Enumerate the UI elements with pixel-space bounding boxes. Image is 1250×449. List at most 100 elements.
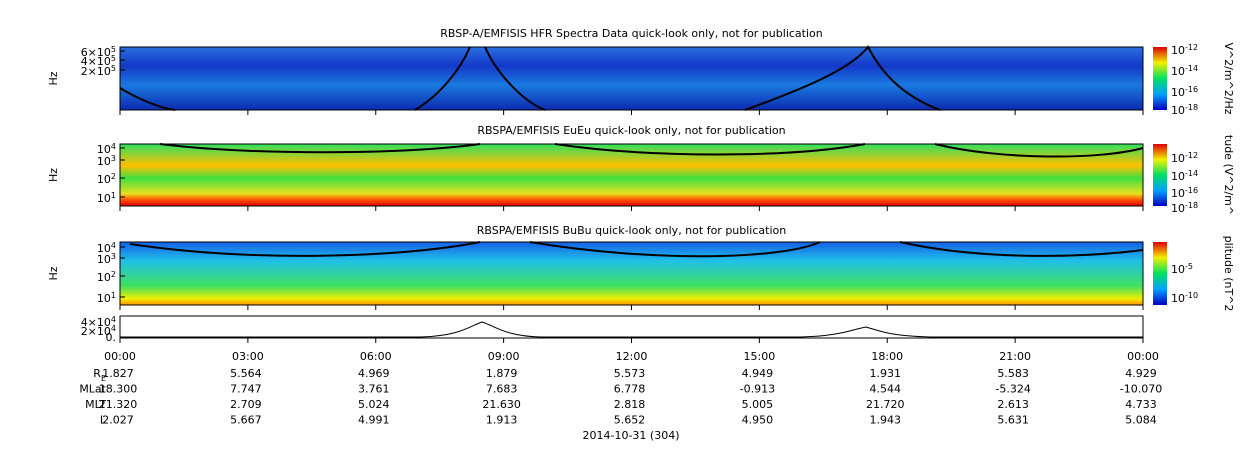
x-tick-label: 09:00 bbox=[488, 350, 520, 363]
spectrograms bbox=[119, 45, 1167, 339]
colorbar-tick-label: 10-16 bbox=[1171, 85, 1198, 100]
y-tick-label: 4×105 bbox=[81, 54, 116, 69]
ephemeris-value: -0.913 bbox=[740, 383, 775, 396]
row-label: MLat bbox=[79, 383, 106, 396]
exponent: -18 bbox=[1185, 201, 1198, 210]
y-tick-label: 2×105 bbox=[81, 64, 116, 79]
ephemeris-value: 2.818 bbox=[614, 398, 646, 411]
y-tick-label: 104 bbox=[97, 142, 116, 157]
mantissa: 10 bbox=[1171, 263, 1185, 276]
y-tick-label: 103 bbox=[97, 154, 116, 169]
exponent: 4 bbox=[111, 324, 116, 333]
mantissa: 10 bbox=[1171, 152, 1185, 165]
x-tick-label: 21:00 bbox=[999, 350, 1031, 363]
exponent: 2 bbox=[111, 172, 116, 181]
colorbar-tick-label: 10-16 bbox=[1171, 186, 1198, 201]
ephemeris-value: 4.950 bbox=[742, 414, 774, 427]
spectrogram bbox=[120, 47, 1143, 110]
exponent: -18 bbox=[1185, 103, 1198, 112]
ephemeris-value: 4.949 bbox=[742, 367, 774, 380]
x-tick-label: 18:00 bbox=[871, 350, 903, 363]
x-tick-label: 06:00 bbox=[360, 350, 392, 363]
exponent: 4 bbox=[111, 241, 116, 250]
label: MLat bbox=[79, 383, 106, 396]
y-tick-label: 101 bbox=[97, 191, 116, 206]
y-tick-label: 2×104 bbox=[81, 324, 116, 339]
colorbar-tick-label: 10-12 bbox=[1171, 151, 1198, 166]
ephemeris-value: 5.005 bbox=[742, 398, 774, 411]
exponent: 3 bbox=[111, 154, 116, 163]
y-tick-label: 6×105 bbox=[81, 45, 116, 60]
exponent: 5 bbox=[111, 54, 116, 63]
exponent: 5 bbox=[111, 45, 116, 54]
mantissa: 10 bbox=[97, 192, 111, 205]
mantissa: 10 bbox=[97, 271, 111, 284]
label: R bbox=[93, 367, 101, 380]
mantissa: 10 bbox=[97, 292, 111, 305]
ephemeris-value: 4.969 bbox=[358, 367, 390, 380]
colorbar-tick-label: 10-18 bbox=[1171, 103, 1198, 118]
row-label: L bbox=[100, 414, 107, 427]
exponent: -10 bbox=[1185, 291, 1198, 300]
mantissa: 10 bbox=[97, 253, 111, 266]
line bbox=[120, 321, 1143, 338]
ephemeris-value: 1.913 bbox=[486, 414, 518, 427]
row-label: MLT bbox=[85, 398, 106, 411]
subscript: E bbox=[101, 374, 106, 383]
y-tick-label: 0. bbox=[106, 331, 117, 344]
exponent: -12 bbox=[1185, 43, 1198, 52]
mantissa: 6×10 bbox=[81, 46, 111, 59]
exponent: 5 bbox=[111, 64, 116, 73]
y-tick-label: 103 bbox=[97, 252, 116, 267]
x-tick-label: 00:00 bbox=[104, 350, 136, 363]
row-label: RE bbox=[93, 367, 106, 383]
colorbar-tick-label: 10-14 bbox=[1171, 169, 1198, 184]
y-tick-label: 102 bbox=[97, 172, 116, 187]
ephemeris-value: 4.544 bbox=[870, 383, 902, 396]
exponent: 1 bbox=[111, 191, 116, 200]
spectrogram bbox=[120, 144, 1143, 206]
ephemeris-value: 21.320 bbox=[99, 398, 138, 411]
label: L bbox=[100, 414, 107, 427]
x-tick-label: 00:00 bbox=[1127, 350, 1159, 363]
colorbar-tick-label: 10-5 bbox=[1171, 262, 1193, 277]
ephemeris-value: 5.573 bbox=[614, 367, 646, 380]
exponent: 4 bbox=[111, 142, 116, 151]
mantissa: 10 bbox=[1171, 104, 1185, 117]
colorbar-label: tude (V^2/m^ bbox=[1222, 135, 1235, 215]
curve bbox=[129, 241, 1144, 258]
ephemeris-value: 7.683 bbox=[486, 383, 518, 396]
ephemeris-value: 5.583 bbox=[997, 367, 1029, 380]
curve bbox=[159, 143, 1144, 158]
mantissa: 10 bbox=[1171, 187, 1185, 200]
exponent: -14 bbox=[1185, 64, 1198, 73]
ephemeris-value: 5.667 bbox=[230, 414, 262, 427]
mantissa: 10 bbox=[1171, 292, 1185, 305]
mantissa: 10 bbox=[97, 155, 111, 168]
exponent: -16 bbox=[1185, 85, 1198, 94]
colorbar bbox=[1153, 144, 1167, 206]
mantissa: 2×10 bbox=[81, 65, 111, 78]
colorbar-label: V^2/m^2/Hz bbox=[1222, 42, 1235, 114]
line-frame bbox=[119, 315, 1144, 339]
y-tick-label: 4×104 bbox=[81, 315, 116, 330]
mantissa: 4×10 bbox=[81, 316, 111, 329]
ephemeris-value: 21.720 bbox=[866, 398, 905, 411]
ephemeris-value: 4.991 bbox=[358, 414, 390, 427]
mantissa: 10 bbox=[1171, 170, 1185, 183]
mantissa: 10 bbox=[1171, 65, 1185, 78]
ephemeris-value: 6.778 bbox=[614, 383, 646, 396]
ephemeris-value: 2.027 bbox=[102, 414, 134, 427]
spectrogram bbox=[120, 242, 1143, 305]
exponent: 4 bbox=[111, 315, 116, 324]
date-label: 2014-10-31 (304) bbox=[582, 429, 679, 442]
exponent: -14 bbox=[1185, 169, 1198, 178]
mantissa: 4×10 bbox=[81, 55, 111, 68]
ephemeris-value: 1.827 bbox=[102, 367, 134, 380]
ephemeris-value: 4.733 bbox=[1125, 398, 1157, 411]
panel-title: RBSPA/EMFISIS BuBu quick-look only, not … bbox=[477, 224, 787, 237]
ephemeris-value: 7.747 bbox=[230, 383, 262, 396]
x-tick-label: 15:00 bbox=[744, 350, 776, 363]
colorbar-tick-label: 10-18 bbox=[1171, 201, 1198, 216]
